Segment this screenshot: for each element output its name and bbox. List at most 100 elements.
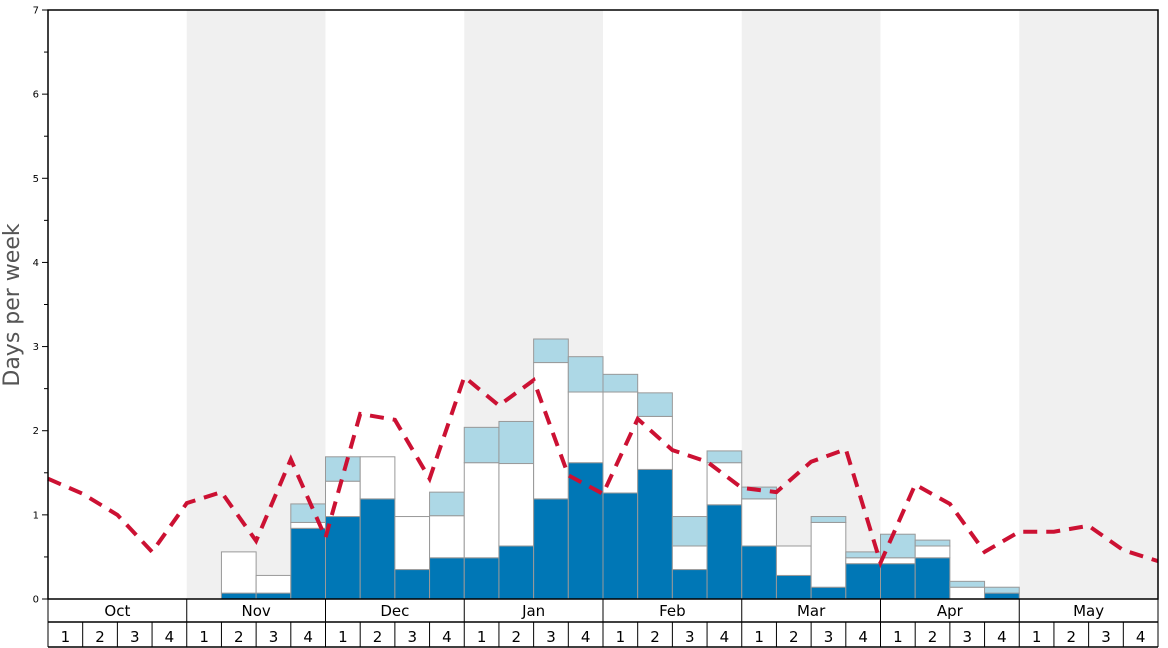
bar-segment-week-28-part-3 [984, 586, 1020, 594]
bar-segment-week-19-part-1 [671, 569, 708, 600]
week-label: 2 [928, 628, 938, 646]
week-label: 4 [303, 628, 313, 646]
bar-segment-week-17-part-1 [602, 492, 639, 600]
bar-segment-week-10-part-2 [359, 456, 396, 500]
y-tick-label: 7 [33, 6, 39, 17]
bar-segment-week-26-part-2 [914, 545, 951, 559]
bar-segment-week-16-part-3 [567, 356, 604, 393]
trend-line-layer [47, 373, 1159, 569]
month-label-nov: Nov [241, 602, 270, 620]
bar-segment-week-22-part-1 [775, 574, 812, 600]
bar-segment-week-14-part-1 [498, 545, 535, 600]
week-label: 2 [373, 628, 383, 646]
bar-segment-week-21-part-2 [741, 498, 777, 547]
month-label-dec: Dec [380, 602, 409, 620]
y-tick-label: 5 [33, 174, 39, 185]
week-label: 2 [234, 628, 244, 646]
bar-segment-week-19-part-3 [671, 516, 708, 547]
bar-segment-week-18-part-3 [637, 392, 673, 417]
bar-segment-week-23-part-1 [810, 586, 847, 600]
bar-segment-week-17-part-3 [602, 373, 639, 393]
week-label: 1 [754, 628, 764, 646]
week-label: 4 [442, 628, 452, 646]
bar-segment-week-19-part-2 [671, 545, 708, 571]
week-label: 3 [962, 628, 972, 646]
week-label: 4 [1136, 628, 1146, 646]
month-shade-may [1019, 10, 1158, 599]
week-label: 3 [130, 628, 140, 646]
week-label: 1 [616, 628, 626, 646]
week-label: 1 [477, 628, 487, 646]
bar-segment-week-9-part-1 [325, 516, 361, 600]
bar-segment-week-7-part-2 [255, 574, 292, 594]
week-label: 3 [824, 628, 834, 646]
week-label: 3 [1101, 628, 1111, 646]
week-label: 2 [512, 628, 522, 646]
y-tick-label: 1 [33, 510, 39, 521]
week-label: 2 [95, 628, 105, 646]
trend-line [47, 373, 1159, 569]
bar-segment-week-8-part-3 [290, 503, 326, 523]
x-axis: Oct Nov Dec Jan Feb Mar Apr May 1 2 3 4 1 2 3 4 1 2 3 4 1 2 3 4… [47, 599, 1159, 648]
week-label: 4 [165, 628, 175, 646]
bar-segment-week-20-part-3 [706, 450, 743, 464]
month-shade-nov [186, 10, 326, 599]
bar-segment-week-24-part-1 [845, 563, 881, 600]
bar-segment-week-15-part-3 [533, 338, 569, 364]
bar-segment-week-7-part-1 [255, 592, 292, 600]
week-label: 1 [893, 628, 903, 646]
week-label: 1 [338, 628, 348, 646]
bar-segment-week-18-part-1 [637, 468, 673, 600]
y-tick-label: 3 [33, 342, 39, 353]
week-label: 2 [650, 628, 660, 646]
bar-segment-week-24-part-2 [845, 557, 881, 565]
week-label: 4 [720, 628, 730, 646]
y-tick-label: 4 [33, 258, 39, 269]
bar-segment-week-13-part-1 [463, 557, 500, 600]
week-label: 3 [685, 628, 695, 646]
bar-segment-week-6-part-1 [220, 592, 257, 600]
bars [220, 338, 1020, 600]
week-label: 2 [1067, 628, 1077, 646]
week-label: 2 [789, 628, 799, 646]
month-label-mar: Mar [797, 602, 826, 620]
bar-segment-week-25-part-2 [880, 557, 916, 565]
bar-segment-week-24-part-3 [845, 551, 881, 559]
month-label-feb: Feb [659, 602, 686, 620]
week-label: 1 [199, 628, 209, 646]
bar-segment-week-11-part-1 [394, 569, 431, 600]
bar-segment-week-11-part-2 [394, 516, 431, 571]
bar-segment-week-13-part-3 [463, 426, 500, 464]
bar-segment-week-22-part-2 [775, 545, 812, 576]
y-tick-label: 0 [33, 595, 39, 606]
month-shading [186, 10, 1158, 599]
week-label: 4 [581, 628, 591, 646]
week-label: 1 [1032, 628, 1042, 646]
month-label-oct: Oct [104, 602, 130, 620]
bar-segment-week-26-part-3 [914, 539, 951, 547]
bar-segment-week-28-part-1 [984, 592, 1020, 600]
bar-segment-week-8-part-1 [290, 527, 326, 600]
month-label-may: May [1073, 602, 1104, 620]
month-label-jan: Jan [521, 602, 545, 620]
y-tick-label: 2 [33, 426, 39, 437]
bar-segment-week-23-part-2 [810, 521, 847, 588]
bar-segment-week-12-part-1 [429, 557, 465, 600]
bar-segment-week-15-part-2 [533, 362, 569, 500]
y-axis: 0 1 2 3 4 5 6 7 [33, 6, 48, 606]
bar-segment-week-12-part-3 [429, 491, 465, 517]
week-label: 3 [407, 628, 417, 646]
bar-segment-week-27-part-2 [949, 586, 986, 600]
bar-segment-week-12-part-2 [429, 515, 465, 559]
week-label: 4 [997, 628, 1007, 646]
bar-segment-week-9-part-2 [325, 480, 361, 518]
bar-segment-week-26-part-1 [914, 557, 951, 600]
y-axis-label: Days per week [0, 223, 25, 386]
bar-segment-week-16-part-1 [567, 462, 604, 600]
bar-segment-week-25-part-1 [880, 563, 916, 600]
week-label: 3 [269, 628, 279, 646]
bar-segment-week-13-part-2 [463, 462, 500, 559]
week-label: 4 [858, 628, 868, 646]
bar-segment-week-20-part-1 [706, 504, 743, 600]
